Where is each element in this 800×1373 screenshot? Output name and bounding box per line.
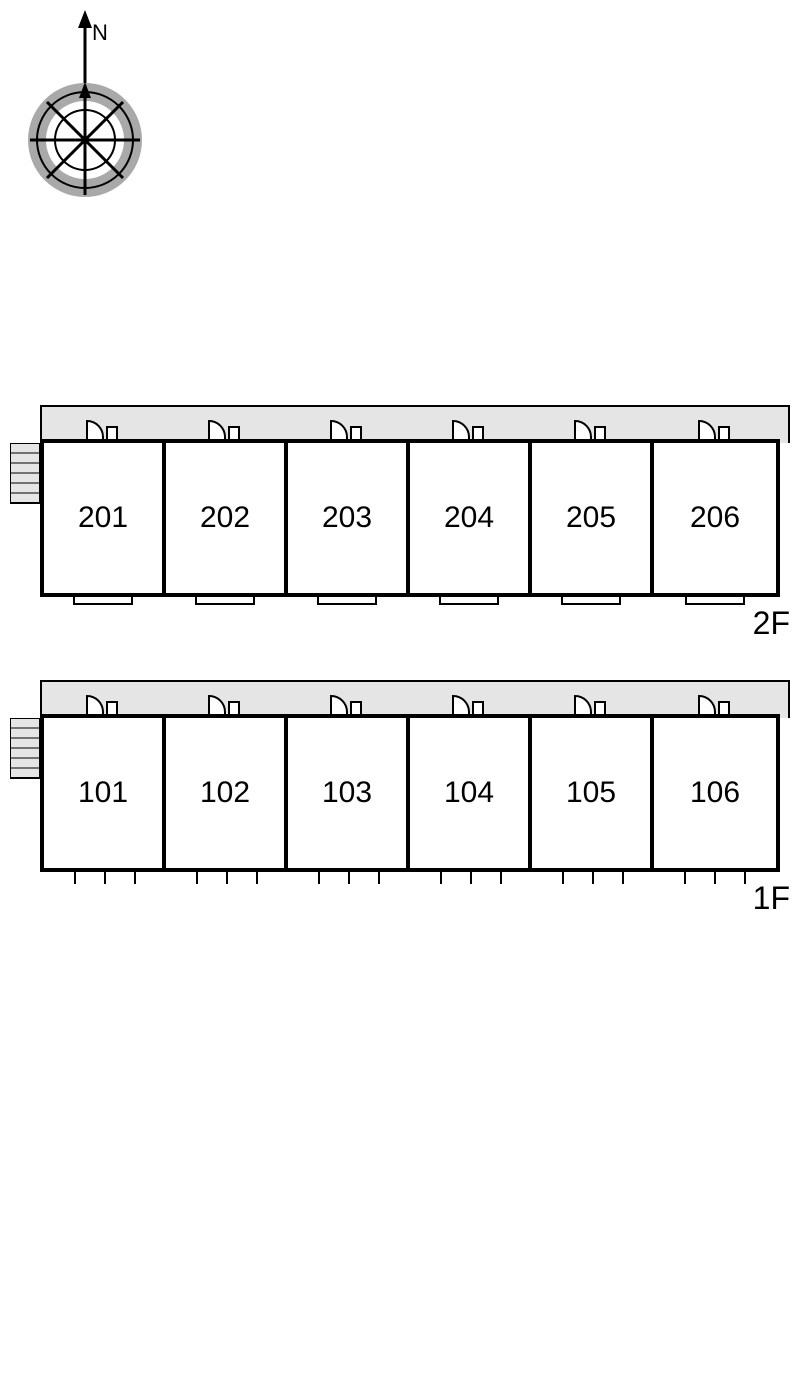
unit-105: 105 <box>532 718 654 868</box>
corridor-1f <box>40 680 790 718</box>
compass-rose: N <box>20 10 150 215</box>
unit-203: 203 <box>288 443 410 593</box>
balcony-tick-icon <box>378 870 380 884</box>
north-label: N <box>92 20 108 45</box>
balcony-tick-icon <box>592 870 594 884</box>
balcony-tick-icon <box>348 870 350 884</box>
unit-label: 205 <box>566 501 616 535</box>
unit-102: 102 <box>166 718 288 868</box>
unit-label: 202 <box>200 501 250 535</box>
corridor-2f <box>40 405 790 443</box>
balcony-icon <box>685 595 745 605</box>
balcony-tick-icon <box>226 870 228 884</box>
unit-label: 101 <box>78 776 128 810</box>
unit-202: 202 <box>166 443 288 593</box>
balcony-icon <box>561 595 621 605</box>
balcony-icon <box>195 595 255 605</box>
unit-label: 206 <box>690 501 740 535</box>
balcony-icon <box>317 595 377 605</box>
unit-label: 105 <box>566 776 616 810</box>
door-icon <box>83 409 123 439</box>
unit-104: 104 <box>410 718 532 868</box>
compass-icon: N <box>20 10 150 210</box>
balcony-tick-icon <box>196 870 198 884</box>
unit-106: 106 <box>654 718 776 868</box>
unit-201: 201 <box>44 443 166 593</box>
unit-label: 102 <box>200 776 250 810</box>
unit-205: 205 <box>532 443 654 593</box>
balcony-tick-icon <box>134 870 136 884</box>
door-icon <box>695 684 735 714</box>
unit-label: 204 <box>444 501 494 535</box>
balcony-tick-icon <box>684 870 686 884</box>
unit-label: 201 <box>78 501 128 535</box>
stairs-2f <box>10 443 40 503</box>
floor-label-1f: 1F <box>753 880 790 917</box>
unit-label: 103 <box>322 776 372 810</box>
door-icon <box>449 409 489 439</box>
unit-label: 203 <box>322 501 372 535</box>
unit-label: 106 <box>690 776 740 810</box>
balcony-tick-icon <box>318 870 320 884</box>
unit-label: 104 <box>444 776 494 810</box>
floor-label-2f: 2F <box>753 605 790 642</box>
stairs-1f <box>10 718 40 778</box>
door-icon <box>571 409 611 439</box>
balcony-tick-icon <box>744 870 746 884</box>
door-icon <box>449 684 489 714</box>
door-icon <box>205 684 245 714</box>
units-row-1f: 101 102 103 104 105 <box>40 714 780 872</box>
balcony-tick-icon <box>104 870 106 884</box>
balcony-tick-icon <box>500 870 502 884</box>
balcony-tick-icon <box>440 870 442 884</box>
unit-101: 101 <box>44 718 166 868</box>
balcony-icon <box>73 595 133 605</box>
unit-206: 206 <box>654 443 776 593</box>
balcony-tick-icon <box>622 870 624 884</box>
door-icon <box>571 684 611 714</box>
units-row-2f: 201 202 203 204 205 206 <box>40 439 780 597</box>
balcony-tick-icon <box>714 870 716 884</box>
door-icon <box>327 684 367 714</box>
balcony-tick-icon <box>562 870 564 884</box>
door-icon <box>695 409 735 439</box>
balcony-tick-icon <box>470 870 472 884</box>
balcony-tick-icon <box>256 870 258 884</box>
unit-103: 103 <box>288 718 410 868</box>
balcony-tick-icon <box>74 870 76 884</box>
balcony-icon <box>439 595 499 605</box>
unit-204: 204 <box>410 443 532 593</box>
door-icon <box>205 409 245 439</box>
door-icon <box>83 684 123 714</box>
door-icon <box>327 409 367 439</box>
